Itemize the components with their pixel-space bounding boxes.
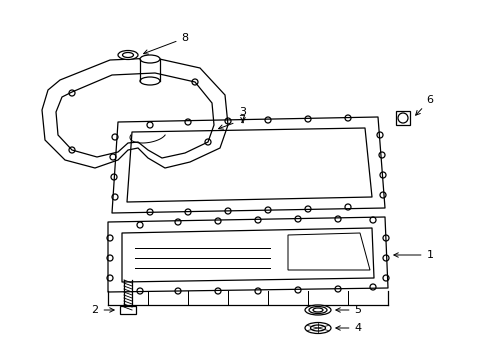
Ellipse shape xyxy=(305,305,330,315)
Ellipse shape xyxy=(140,55,160,63)
Polygon shape xyxy=(120,306,136,314)
Text: 6: 6 xyxy=(415,95,433,115)
Text: 5: 5 xyxy=(335,305,361,315)
Text: 2: 2 xyxy=(91,305,114,315)
Text: 3: 3 xyxy=(239,107,246,123)
Text: 4: 4 xyxy=(335,323,361,333)
Text: 1: 1 xyxy=(393,250,433,260)
Text: 8: 8 xyxy=(143,33,188,54)
Ellipse shape xyxy=(118,50,138,59)
Ellipse shape xyxy=(305,323,330,333)
Text: 7: 7 xyxy=(218,115,245,129)
